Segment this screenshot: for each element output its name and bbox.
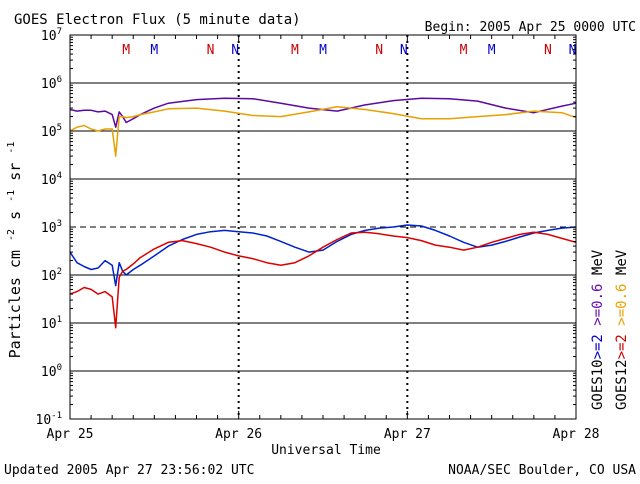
day-marker-label: N	[207, 43, 215, 58]
legend-entry-text: GOES10>=2 >=0.6 MeV	[590, 249, 606, 410]
day-marker-label: M	[460, 43, 468, 58]
day-marker-label: M	[150, 43, 158, 58]
y-tick-label: 105	[41, 123, 62, 140]
y-axis-label-sr: sr	[6, 163, 24, 181]
series-line	[69, 224, 577, 287]
day-marker-label: N	[231, 43, 239, 58]
grid-layer	[70, 35, 576, 419]
y-axis-label-exp-sr: -1	[6, 142, 17, 154]
y-axis-label-exp-s: -1	[6, 190, 17, 202]
y-axis-label-main: Particles cm	[6, 250, 24, 358]
x-axis-label: Universal Time	[271, 443, 381, 458]
day-marker-label: M	[319, 43, 327, 58]
y-tick-label: 102	[41, 267, 62, 284]
day-marker-label: N	[375, 43, 383, 58]
y-tick-label: 101	[41, 315, 62, 332]
y-tick-label: 107	[41, 27, 62, 44]
day-marker-label: M	[122, 43, 130, 58]
x-tick-label: Apr 27	[384, 427, 431, 442]
y-tick-label: 106	[41, 75, 62, 92]
x-tick-label: Apr 28	[553, 427, 600, 442]
series-line	[69, 97, 577, 128]
y-axis-label-s: s	[6, 211, 24, 220]
footer-credit: NOAA/SEC Boulder, CO USA	[448, 463, 636, 478]
begin-label: Begin: 2005 Apr 25 0000 UTC	[425, 20, 636, 35]
y-tick-label: 100	[41, 363, 62, 380]
y-tick-label: 104	[41, 171, 62, 188]
legend-right: GOES10>=2 >=0.6 MeV GOES12>=2 >=0.6 MeV	[590, 249, 630, 410]
svg-text:Particles cm -2: Particles cm -2 s -1 sr -1	[0, 142, 24, 359]
y-tick-label: 103	[41, 219, 62, 236]
series-layer	[69, 97, 577, 329]
y-ticks: 10-1 100 101 102 103 104 105 106 107	[36, 27, 576, 428]
footer-updated: Updated 2005 Apr 27 23:56:02 UTC	[4, 463, 254, 478]
legend-entry: GOES10>=2 >=0.6 MeV	[590, 249, 606, 410]
x-ticks: Apr 25 Apr 26 Apr 27 Apr 28	[47, 35, 600, 442]
day-marker-label: N	[544, 43, 552, 58]
legend-entry: GOES12>=2 >=0.6 MeV	[614, 249, 630, 410]
y-axis-label-exp-cm: -2	[6, 229, 17, 241]
series-line	[69, 231, 577, 329]
chart-title: GOES Electron Flux (5 minute data)	[14, 12, 301, 28]
x-tick-label: Apr 25	[47, 427, 94, 442]
day-marker-label: N	[400, 43, 408, 58]
series-line	[69, 106, 577, 157]
y-tick-label: 10-1	[36, 411, 63, 428]
day-marker-label: M	[291, 43, 299, 58]
legend-entry-text: GOES12>=2 >=0.6 MeV	[614, 249, 630, 410]
day-marker-label: M	[488, 43, 496, 58]
x-tick-label: Apr 26	[215, 427, 262, 442]
day-marker-label: N	[569, 43, 577, 58]
y-axis-label: Particles cm -2 s -1 sr -1	[0, 142, 24, 359]
plot-frame	[69, 34, 577, 420]
